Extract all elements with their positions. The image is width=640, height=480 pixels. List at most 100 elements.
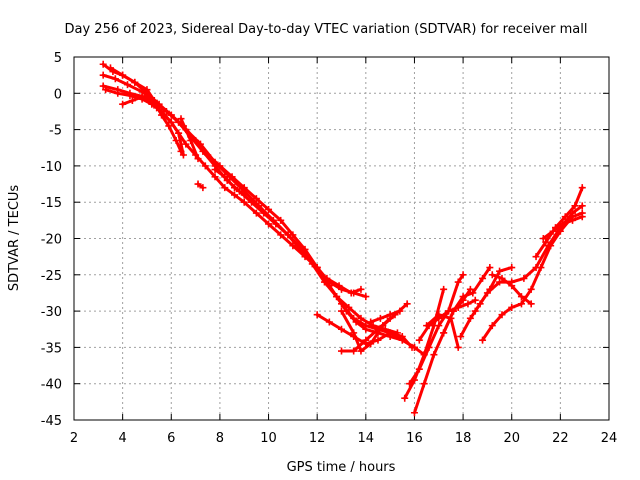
data-point [252,209,260,217]
data-point [325,318,333,326]
data-point [323,274,331,282]
series-line [369,309,402,324]
plot-frame [73,56,610,421]
series-track-9 [211,166,248,199]
data-point [459,293,467,301]
data-point [338,307,345,315]
data-point [240,191,248,199]
data-point [471,296,479,304]
y-tick-label: -40 [41,378,62,393]
series-line [473,204,584,313]
data-point [488,271,496,279]
data-point [211,166,219,174]
data-point [539,235,547,242]
series-line [325,276,363,295]
series-line [534,186,584,259]
data-point [338,347,345,355]
data-point [449,307,457,315]
data-point [277,216,285,224]
data-point [126,91,134,99]
data-point [277,231,285,239]
x-tick-label: 2 [70,431,78,446]
series-line [213,168,246,197]
data-point [172,136,180,144]
data-point [362,336,370,344]
data-point [559,220,567,228]
y-tick-label: -25 [41,269,62,284]
data-point [549,227,557,235]
data-point [423,322,431,330]
data-point [367,318,375,326]
data-point [194,155,202,163]
data-series [99,60,586,417]
data-point [269,216,277,224]
data-point [498,311,506,319]
series-track-26 [539,213,586,242]
data-point [201,162,209,170]
series-track-20 [440,264,494,337]
data-point [367,340,375,348]
data-point [435,322,443,330]
data-point [357,285,365,293]
data-point [160,111,168,119]
data-point [175,129,183,137]
series-track-24 [488,271,535,308]
data-point [231,191,238,199]
data-point [179,151,187,159]
data-point [338,325,345,333]
data-point [362,293,370,301]
series-track-6 [119,93,187,159]
data-point [508,264,516,272]
x-tick-label: 14 [358,431,375,446]
data-point [483,289,491,297]
data-point [479,274,487,282]
data-point [379,322,387,330]
data-point [547,242,555,250]
data-point [440,285,448,293]
data-point [406,380,414,388]
data-point [425,343,433,351]
data-point [464,300,472,308]
data-point [401,394,409,402]
series-track-8 [194,180,207,192]
data-point [124,81,131,89]
y-tick-label: 5 [54,51,62,66]
y-axis-label: SDTVAR / TECUs [7,185,22,292]
data-point [119,100,127,108]
data-point [569,216,577,224]
data-point [537,264,545,272]
x-tick-label: 8 [216,431,224,446]
data-point [106,64,114,72]
data-point [520,274,528,282]
data-point [138,93,146,101]
grid-lines [74,57,609,420]
data-point [333,293,341,301]
data-point [265,205,273,213]
data-point [408,343,416,351]
data-point [352,318,360,326]
data-point [99,60,107,68]
data-point [289,242,297,250]
y-tick-label: -45 [41,414,62,429]
data-point [187,136,195,144]
data-point [196,140,204,148]
data-point [578,184,586,192]
data-point [357,314,365,322]
data-point [350,329,358,337]
data-point [556,227,564,235]
series-track-14 [367,307,404,326]
y-tick-label: -5 [49,124,62,139]
data-point [143,86,151,94]
series-line [442,266,492,335]
data-point [527,300,535,308]
data-point [496,278,504,286]
x-tick-label: 18 [455,431,472,446]
data-point [119,71,127,79]
data-point [255,202,263,210]
data-point [145,97,153,105]
x-axis-label: GPS time / hours [287,460,396,475]
data-point [496,267,504,275]
data-point [498,274,506,282]
data-point [131,78,139,86]
data-point [398,333,406,341]
